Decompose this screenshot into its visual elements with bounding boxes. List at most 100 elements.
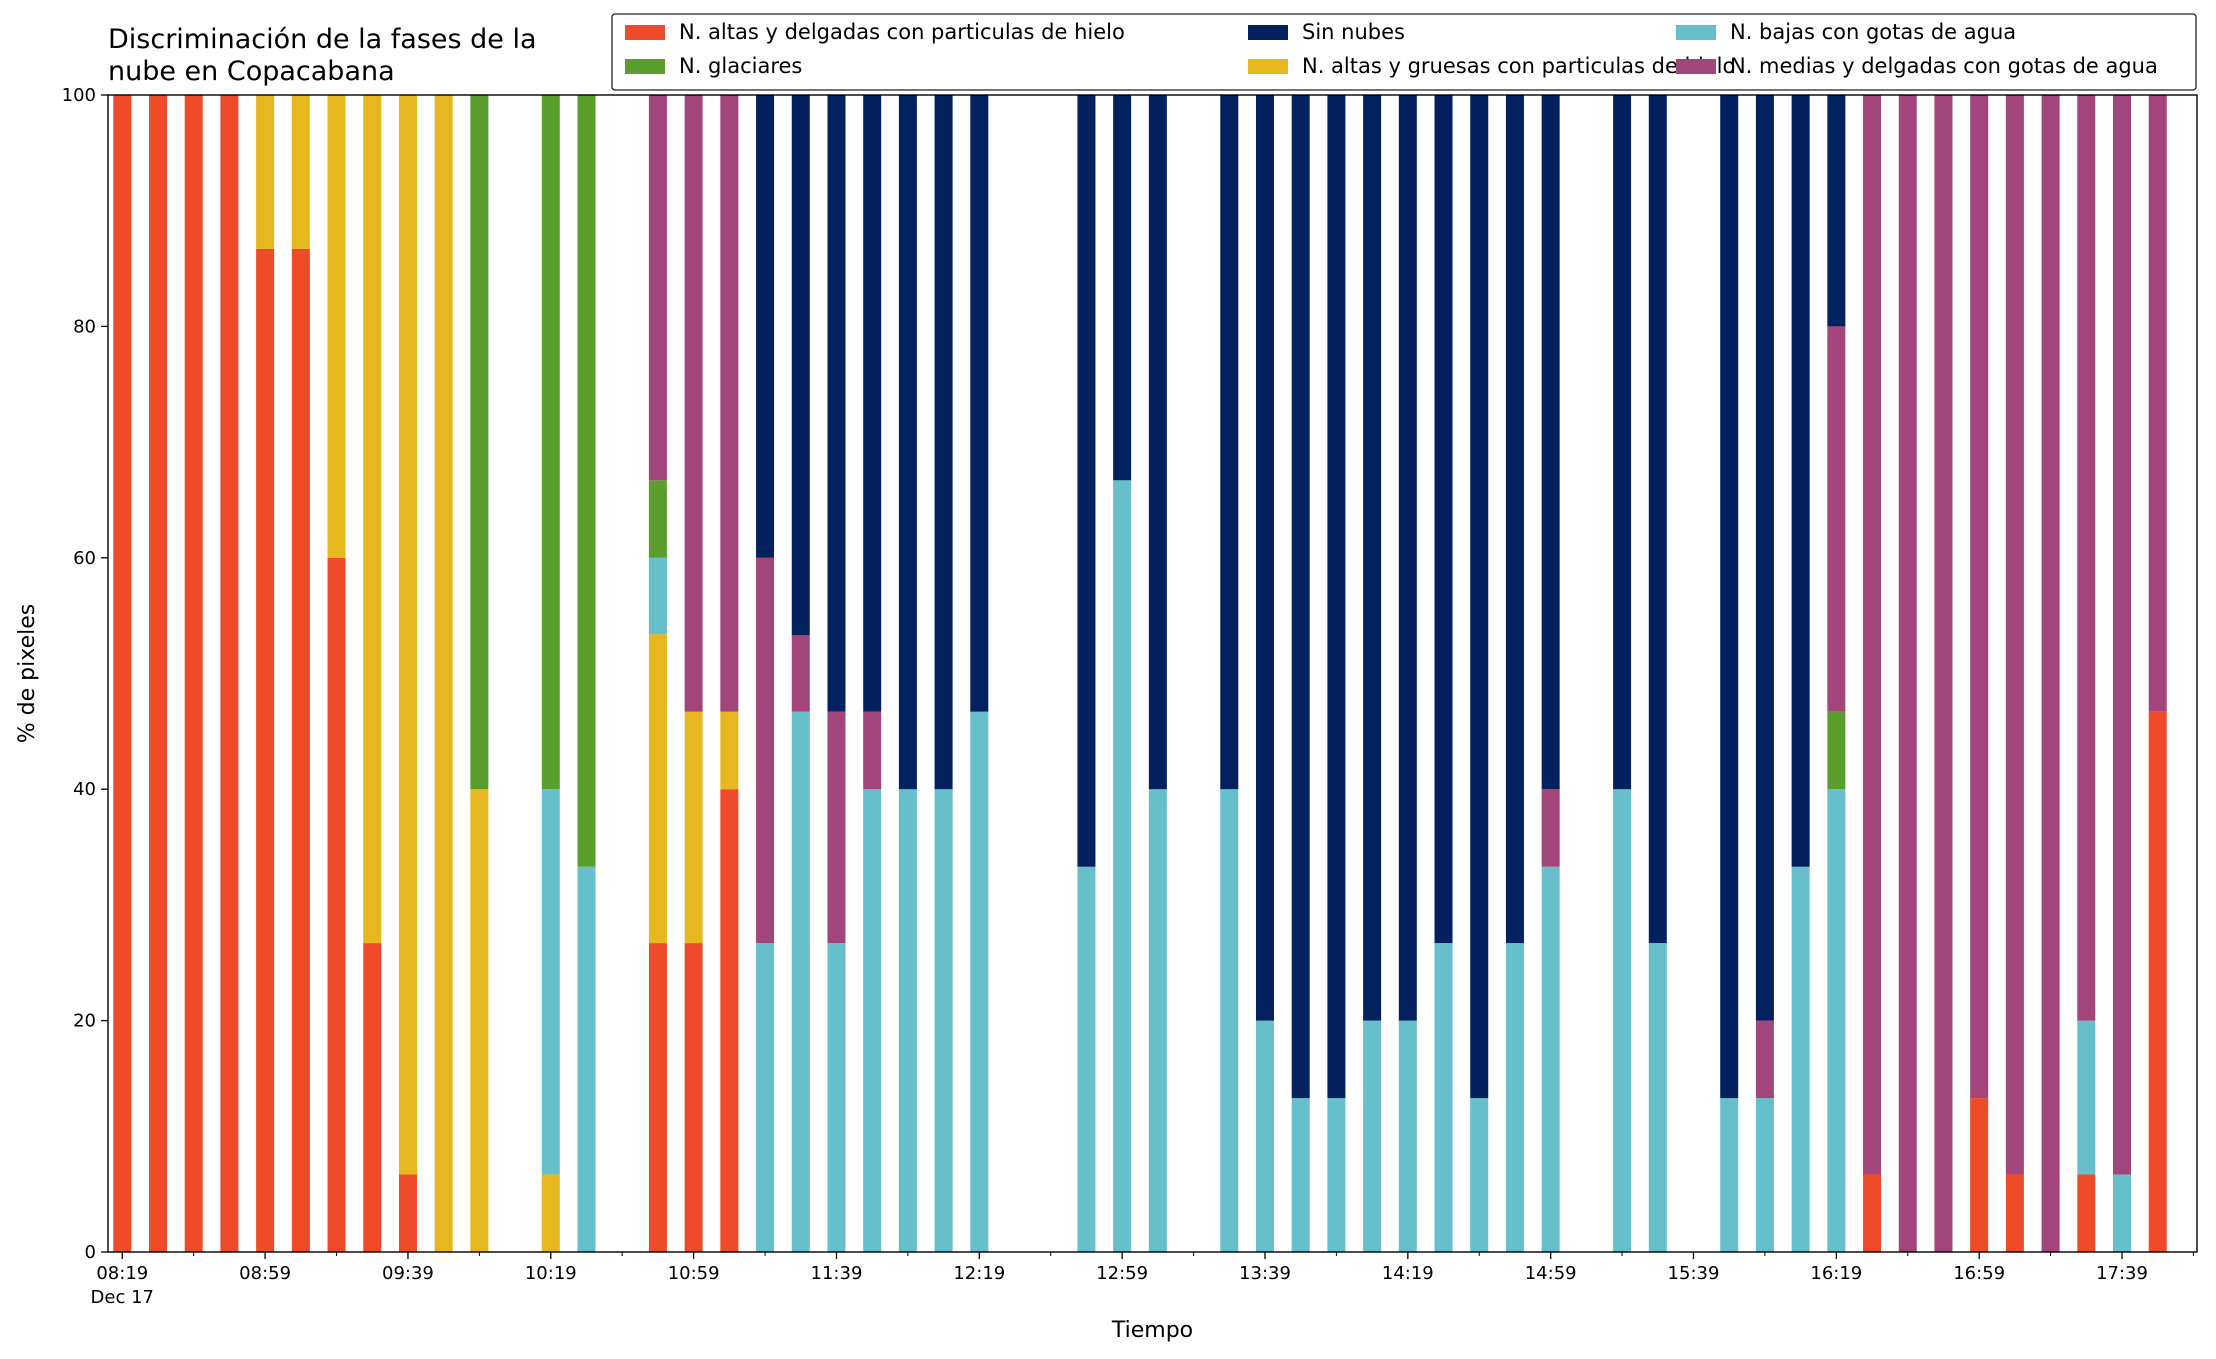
x-tick-label: 09:39 [382, 1263, 434, 1284]
bar-stack [1613, 95, 1632, 1252]
bar-segment [1827, 711, 1846, 790]
bar-segment [470, 789, 489, 1252]
bar-stack [291, 95, 310, 1252]
bar-segment [648, 557, 667, 635]
bar-segment [934, 95, 953, 790]
x-axis-label: Tiempo [1111, 1318, 1193, 1343]
bar-stack [1470, 95, 1489, 1252]
x-tick-label: 14:19 [1382, 1263, 1434, 1284]
bar-stack [684, 95, 703, 1252]
chart-title-line: Discriminación de la fases de la [108, 24, 537, 55]
legend-swatch [1676, 25, 1716, 40]
legend-label: N. medias y delgadas con gotas de agua [1730, 54, 2158, 78]
bar-segment [720, 711, 739, 790]
bar-stack [1863, 95, 1882, 1252]
y-tick-label: 0 [85, 1242, 96, 1263]
y-tick-label: 20 [73, 1011, 96, 1032]
bar-stack [470, 95, 489, 1252]
bar-stack [791, 95, 810, 1252]
bar-segment [1541, 95, 1560, 790]
bar-segment [1898, 95, 1917, 1252]
bar-stack [1327, 95, 1346, 1252]
bar-stack [1755, 95, 1774, 1252]
bar-segment [1505, 943, 1524, 1252]
bar-segment [1363, 1020, 1382, 1252]
bar-stack [256, 95, 275, 1252]
bar-stack [1434, 95, 1453, 1252]
x-tick-label: 12:19 [953, 1263, 1005, 1284]
bar-segment [1863, 95, 1882, 1175]
y-tick-label: 80 [73, 316, 96, 337]
bar-stack [2148, 95, 2167, 1252]
bar-stack [1970, 95, 1989, 1252]
bar-segment [684, 95, 703, 712]
bar-segment [398, 1174, 417, 1252]
y-axis-label: % de pixeles [15, 604, 40, 743]
legend-label: N. altas y delgadas con particulas de hi… [679, 20, 1125, 44]
bar-stack [648, 95, 667, 1252]
bar-segment [113, 95, 132, 1252]
bar-segment [2113, 95, 2132, 1175]
bar-segment [291, 95, 310, 249]
x-tick-label: 08:59 [239, 1263, 291, 1284]
bar-segment [1434, 943, 1453, 1252]
bar-segment [1291, 95, 1310, 1099]
bar-segment [434, 95, 453, 1252]
x-tick-label: 16:19 [1810, 1263, 1862, 1284]
x-date-label: Dec 17 [91, 1287, 154, 1308]
bar-stack [1791, 95, 1810, 1252]
bar-segment [1791, 95, 1810, 867]
bar-segment [1720, 95, 1739, 1099]
bar-segment [1220, 95, 1239, 790]
bar-segment [1470, 95, 1489, 1099]
bar-segment [2005, 1174, 2024, 1252]
bar-segment [1648, 95, 1667, 944]
legend-frame [611, 13, 2197, 91]
bar-segment [863, 95, 882, 712]
bar-segment [1220, 789, 1239, 1252]
bar-segment [791, 95, 810, 636]
bar-segment [898, 95, 917, 790]
bar-segment [2077, 1020, 2096, 1175]
bar-segment [1398, 1020, 1417, 1252]
bar-segment [1827, 95, 1846, 327]
bar-segment [1113, 95, 1132, 481]
legend-swatch [625, 25, 665, 40]
bar-segment [541, 95, 560, 790]
bar-stack [863, 95, 882, 1252]
bar-segment [1148, 95, 1167, 790]
bar-stack [1398, 95, 1417, 1252]
bar-segment [791, 635, 810, 712]
bar-stack [184, 95, 203, 1252]
bar-segment [1434, 95, 1453, 944]
bar-segment [827, 95, 846, 712]
bar-segment [1255, 95, 1274, 1021]
bar-stack [934, 95, 953, 1252]
bar-segment [1113, 480, 1132, 1252]
y-tick-label: 60 [73, 548, 96, 569]
x-tick-label: 15:39 [1668, 1263, 1720, 1284]
bar-stack [1541, 95, 1560, 1252]
bar-segment [970, 95, 989, 712]
bar-segment [648, 634, 667, 944]
bar-stack [1898, 95, 1917, 1252]
bar-segment [1755, 1098, 1774, 1252]
bar-segment [756, 557, 775, 944]
bar-segment [256, 248, 275, 1252]
chart-title-line: nube en Copacabana [108, 56, 395, 87]
bar-stack [398, 95, 417, 1252]
bar-segment [827, 943, 846, 1252]
bar-segment [1148, 789, 1167, 1252]
y-tick-label: 100 [62, 85, 96, 106]
x-tick-label: 08:19 [96, 1263, 148, 1284]
bar-segment [327, 557, 346, 1252]
x-tick-label: 16:59 [1953, 1263, 2005, 1284]
bar-stack [363, 95, 382, 1252]
bar-segment [970, 711, 989, 1252]
bar-segment [2148, 95, 2167, 712]
bar-stack [2041, 95, 2060, 1252]
plot-frame [107, 94, 2198, 1253]
bar-segment [756, 943, 775, 1252]
